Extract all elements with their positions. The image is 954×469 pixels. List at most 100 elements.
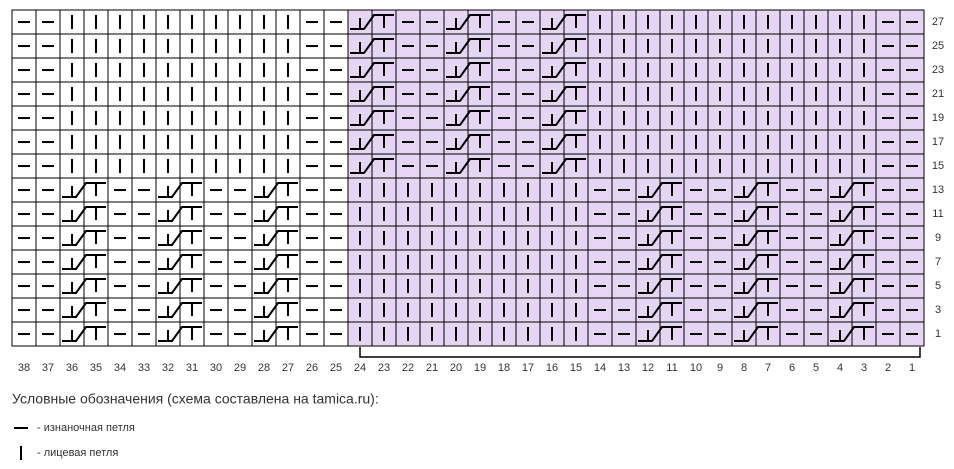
column-number: 37 [42, 362, 54, 374]
cable-symbol [542, 38, 586, 54]
row-number: 23 [932, 64, 944, 76]
column-number: 20 [450, 362, 462, 374]
cable-symbol [542, 134, 586, 150]
cable-symbol [446, 38, 490, 54]
column-number: 33 [138, 362, 150, 374]
cable-symbol [830, 326, 874, 342]
cable-symbol [62, 254, 106, 270]
cable-symbol [734, 302, 778, 318]
cable-symbol [542, 62, 586, 78]
column-number: 21 [426, 362, 438, 374]
column-number: 15 [570, 362, 582, 374]
row-number: 19 [932, 112, 944, 124]
cable-symbol [638, 278, 682, 294]
cable-symbol [62, 230, 106, 246]
cable-symbol [350, 86, 394, 102]
cable-symbol [830, 254, 874, 270]
column-number: 29 [234, 362, 246, 374]
column-number: 4 [837, 362, 843, 374]
row-number: 7 [935, 256, 941, 268]
cable-symbol [350, 158, 394, 174]
row-number: 3 [935, 304, 941, 316]
row-number: 1 [935, 328, 941, 340]
cable-symbol [446, 158, 490, 174]
column-number: 32 [162, 362, 174, 374]
row-number: 25 [932, 40, 944, 52]
cable-symbol [734, 182, 778, 198]
cable-symbol [638, 182, 682, 198]
column-number: 22 [402, 362, 414, 374]
cable-symbol [734, 278, 778, 294]
legend-title: Условные обозначения (схема составлена н… [12, 391, 379, 407]
cable-symbol [350, 110, 394, 126]
cable-symbol [830, 278, 874, 294]
column-number: 25 [330, 362, 342, 374]
column-number: 23 [378, 362, 390, 374]
column-number: 1 [909, 362, 915, 374]
cable-symbol [62, 326, 106, 342]
cable-symbol [254, 302, 298, 318]
row-number: 17 [932, 136, 944, 148]
legend-item: - лицевая петля [37, 447, 118, 459]
column-number: 27 [282, 362, 294, 374]
cable-symbol [350, 14, 394, 30]
cable-symbol [254, 182, 298, 198]
cable-symbol [638, 326, 682, 342]
column-number: 7 [765, 362, 771, 374]
cell [899, 321, 925, 347]
row-number: 5 [935, 280, 941, 292]
column-number: 38 [18, 362, 30, 374]
column-number: 34 [114, 362, 126, 374]
cable-symbol [830, 206, 874, 222]
cable-symbol [254, 254, 298, 270]
cable-symbol [446, 86, 490, 102]
cable-symbol [158, 182, 202, 198]
column-number: 24 [354, 362, 366, 374]
cable-symbol [446, 14, 490, 30]
column-number: 26 [306, 362, 318, 374]
cable-symbol [62, 278, 106, 294]
column-number: 3 [861, 362, 867, 374]
cable-symbol [638, 230, 682, 246]
column-number: 35 [90, 362, 102, 374]
column-number: 16 [546, 362, 558, 374]
column-number: 11 [666, 362, 677, 374]
cable-symbol [734, 326, 778, 342]
column-number: 14 [594, 362, 606, 374]
cable-symbol [158, 278, 202, 294]
column-number: 9 [717, 362, 723, 374]
column-number: 36 [66, 362, 78, 374]
column-number: 19 [474, 362, 486, 374]
cable-symbol [350, 38, 394, 54]
cable-symbol [542, 158, 586, 174]
cable-symbol [734, 230, 778, 246]
legend-item: - изнаночная петля [37, 422, 135, 434]
cable-symbol [446, 134, 490, 150]
cable-symbol [734, 254, 778, 270]
cable-symbol [830, 230, 874, 246]
cable-symbol [830, 302, 874, 318]
column-number: 18 [498, 362, 510, 374]
cable-symbol [158, 254, 202, 270]
column-number: 30 [210, 362, 222, 374]
cable-symbol [350, 62, 394, 78]
cable-symbol [350, 134, 394, 150]
cable-symbol [830, 182, 874, 198]
column-number: 10 [690, 362, 702, 374]
cable-symbol [158, 326, 202, 342]
cable-symbol [638, 302, 682, 318]
row-number: 15 [932, 160, 944, 172]
row-number: 13 [932, 184, 944, 196]
cable-symbol [254, 278, 298, 294]
cable-symbol [62, 206, 106, 222]
cable-symbol [542, 14, 586, 30]
cable-symbol [446, 62, 490, 78]
column-number: 5 [813, 362, 819, 374]
cable-symbol [158, 302, 202, 318]
cable-symbol [254, 326, 298, 342]
row-number: 11 [932, 208, 943, 220]
row-number: 27 [932, 16, 944, 28]
cable-symbol [638, 254, 682, 270]
cable-symbol [158, 230, 202, 246]
